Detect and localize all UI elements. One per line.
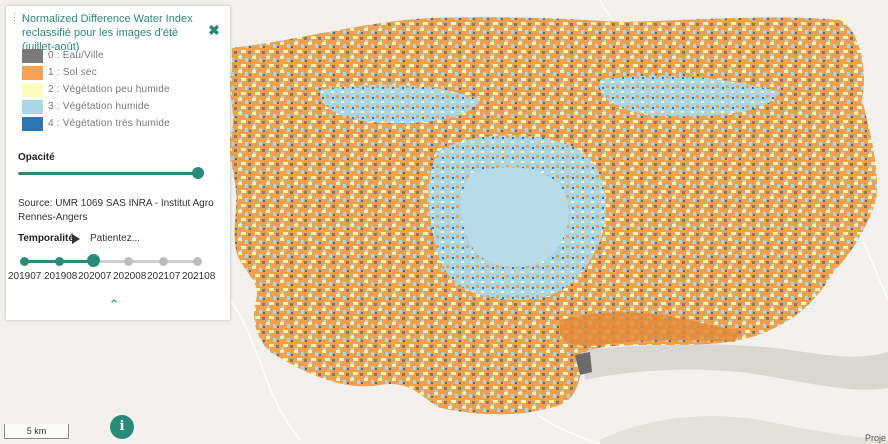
legend-swatch <box>22 49 43 63</box>
scale-bar: 5 km <box>4 424 69 439</box>
time-label: 201908 <box>44 271 78 282</box>
drag-handle-icon[interactable]: ⋮⋮ <box>10 12 27 22</box>
legend-label: 2 : Végétation peu humide <box>48 84 170 95</box>
time-label: 202108 <box>182 271 216 282</box>
opacity-label: Opacité <box>18 152 55 163</box>
legend-swatch <box>22 83 43 97</box>
layer-title: Normalized Difference Water Index reclas… <box>22 13 193 53</box>
time-label: 202008 <box>113 271 147 282</box>
time-step-202008[interactable] <box>124 257 133 266</box>
attribution: Proje <box>864 433 886 443</box>
opacity-slider-handle[interactable] <box>192 167 204 179</box>
temporal-label: Temporalité <box>18 233 74 244</box>
time-slider-track[interactable] <box>24 260 197 263</box>
play-icon[interactable] <box>72 234 80 244</box>
info-icon[interactable]: i <box>110 415 134 439</box>
legend-swatch <box>22 100 43 114</box>
close-icon[interactable]: ✖ <box>208 22 220 38</box>
source-text: Source: UMR 1069 SAS INRA - Institut Agr… <box>18 198 214 223</box>
legend-label: 3 : Végétation humide <box>48 101 150 112</box>
layer-panel: ⋮⋮ Normalized Difference Water Index rec… <box>6 6 230 320</box>
time-label: 202107 <box>147 271 181 282</box>
legend-label: 4 : Végétation très humide <box>48 118 170 129</box>
time-step-201907[interactable] <box>20 257 29 266</box>
time-label: 201907 <box>8 271 42 282</box>
time-step-202108[interactable] <box>193 257 202 266</box>
time-step-202007-current[interactable] <box>87 254 100 267</box>
loading-status: Patientez... <box>90 233 141 244</box>
legend-label: 0 : Eau/Ville <box>48 50 104 61</box>
time-step-202107[interactable] <box>159 257 168 266</box>
legend-swatch <box>22 66 43 80</box>
time-label: 202007 <box>78 271 112 282</box>
legend-label: 1 : Sol sec <box>48 67 97 78</box>
opacity-slider-track[interactable] <box>18 172 203 175</box>
time-step-201908[interactable] <box>55 257 64 266</box>
legend-swatch <box>22 117 43 131</box>
chevron-up-icon[interactable]: ⌃ <box>108 297 120 312</box>
